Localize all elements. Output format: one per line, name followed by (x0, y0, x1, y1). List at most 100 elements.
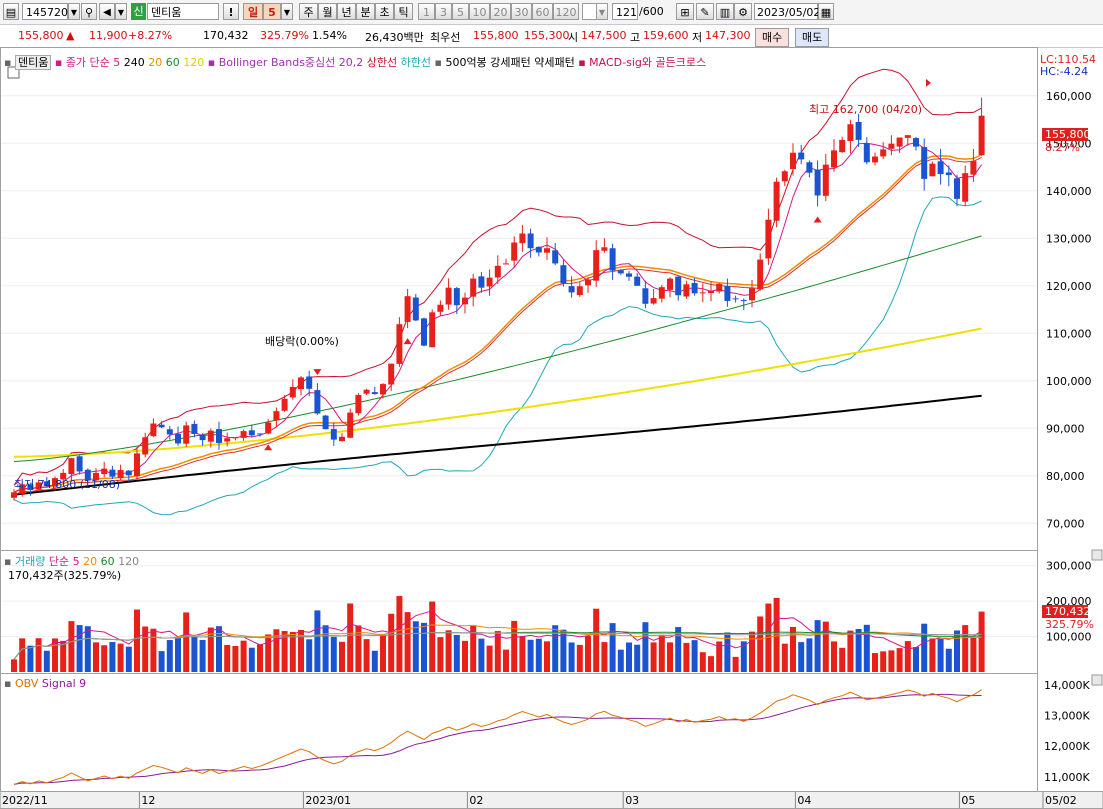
high-marker (926, 78, 931, 87)
tab-minute[interactable]: 분 (356, 3, 375, 20)
indicator-icon[interactable]: ▥ (716, 3, 734, 20)
candle (921, 147, 928, 179)
window-menu-icon[interactable]: ▤ (3, 3, 19, 20)
code-dropdown-icon[interactable]: ▼ (68, 3, 80, 20)
legend-vol-ma[interactable]: 단순 (48, 555, 70, 568)
obv-pane (0, 673, 1038, 792)
interval-30[interactable]: 30 (511, 3, 532, 20)
volume-bar (773, 597, 780, 672)
date-field[interactable]: 2023/05/02 (754, 3, 820, 20)
candle (470, 278, 477, 297)
volume-bar (880, 651, 887, 672)
candle (175, 433, 181, 444)
legend-obv[interactable]: OBV (14, 677, 39, 690)
legend-vol[interactable]: 거래량 (14, 555, 46, 568)
high-price: 159,600 (643, 29, 689, 42)
legend-vol-ma60: 60 (100, 555, 115, 568)
legend-ma-label[interactable]: 종가 단순 (65, 56, 110, 69)
volume-bar (35, 638, 42, 672)
volume-bar (421, 622, 427, 672)
volume-bar (970, 637, 977, 672)
draw-tools-icon[interactable]: ✎ (696, 3, 714, 20)
date-label: 02 (469, 794, 483, 807)
interval-dropdown-icon[interactable]: ▼ (596, 3, 608, 20)
volume-bar (27, 645, 34, 672)
candle (93, 472, 99, 481)
volume-bar (617, 649, 624, 672)
tab-tick[interactable]: 틱 (394, 3, 413, 20)
candle (822, 164, 829, 196)
legend-signal[interactable]: Signal 9 (41, 677, 87, 690)
candle (404, 296, 411, 322)
tab-second[interactable]: 초 (375, 3, 394, 20)
gear-icon[interactable]: ⚙ (734, 3, 752, 20)
ask-price: 155,800 (473, 29, 519, 42)
tab-day[interactable]: 일 (243, 3, 263, 20)
date-label: 04 (797, 794, 811, 807)
volume-bar (790, 626, 796, 672)
calendar-icon[interactable]: ▦ (818, 3, 834, 20)
candle (281, 398, 288, 411)
candle (347, 412, 354, 438)
candle (634, 276, 641, 286)
stock-name-field[interactable]: 덴티움 (147, 3, 219, 20)
price-change: 11,900 (89, 29, 128, 42)
volume-bar (445, 630, 452, 672)
chart-options-icon[interactable]: ⊞ (676, 3, 694, 20)
sound-dropdown-icon[interactable]: ▼ (115, 3, 127, 20)
interval-20[interactable]: 20 (490, 3, 511, 20)
interval-60[interactable]: 60 (532, 3, 553, 20)
volume-averages (13, 610, 982, 660)
interval-5[interactable]: 5 (452, 3, 469, 20)
volume-pane-scroll-icon[interactable] (1091, 549, 1103, 561)
volume-bar (281, 631, 288, 672)
sound-icon[interactable]: ◀ (99, 3, 115, 20)
candle (781, 171, 788, 182)
price-tick-label: 120,000 (1046, 280, 1092, 293)
legend-macd[interactable]: MACD-sig와 골든크로스 (589, 56, 707, 69)
search-icon[interactable]: ⚲ (81, 3, 97, 20)
interval-3[interactable]: 3 (435, 3, 452, 20)
pane-toggle-icon[interactable] (7, 66, 20, 79)
period-number[interactable]: 5 (263, 3, 281, 20)
interval-1[interactable]: 1 (418, 3, 435, 20)
candle (847, 124, 854, 141)
legend-bb[interactable]: Bollinger Bands중심선 20,2 (218, 56, 364, 69)
candle (166, 429, 173, 435)
candle (519, 233, 526, 244)
obv-pane-scroll-icon[interactable] (1091, 674, 1103, 686)
visible-count-field[interactable]: 121 (612, 3, 638, 20)
volume-tick-label: 200,000 (1046, 595, 1092, 608)
volume-bar (486, 645, 493, 672)
volume-bar (626, 642, 632, 672)
volume-bar (642, 622, 649, 672)
stock-code-input[interactable]: 145720 (22, 3, 68, 20)
interval-120[interactable]: 120 (553, 3, 579, 20)
stock-chart[interactable]: 160,000150,000140,000130,000120,000110,0… (0, 47, 1103, 809)
tab-month[interactable]: 월 (318, 3, 337, 20)
volume-bar (109, 642, 116, 672)
alert-button[interactable]: ! (223, 3, 239, 20)
buy-button[interactable]: 매수 (755, 28, 790, 47)
volume-bar (125, 646, 132, 672)
volume-bar (150, 628, 157, 672)
legend-stock[interactable]: 덴티움 (14, 55, 52, 70)
candle (806, 162, 813, 173)
tab-year[interactable]: 년 (337, 3, 356, 20)
candle (568, 286, 575, 293)
interval-10[interactable]: 10 (469, 3, 490, 20)
date-label: 12 (141, 794, 155, 807)
candle (273, 411, 280, 421)
volume-bar (248, 647, 255, 672)
candle (552, 250, 559, 264)
tab-week[interactable]: 주 (299, 3, 318, 20)
bb-lower-line (13, 196, 982, 516)
volume-bar (872, 653, 878, 672)
volume-bar (691, 640, 698, 672)
sell-button[interactable]: 매도 (795, 28, 830, 47)
period-dropdown-icon[interactable]: ▼ (281, 3, 293, 20)
volume-bar (11, 659, 17, 672)
volume-bar (683, 642, 690, 672)
legend-pattern[interactable]: 500억봉 강세패턴 (445, 56, 531, 69)
legend-weak[interactable]: 약세패턴 (534, 56, 575, 69)
